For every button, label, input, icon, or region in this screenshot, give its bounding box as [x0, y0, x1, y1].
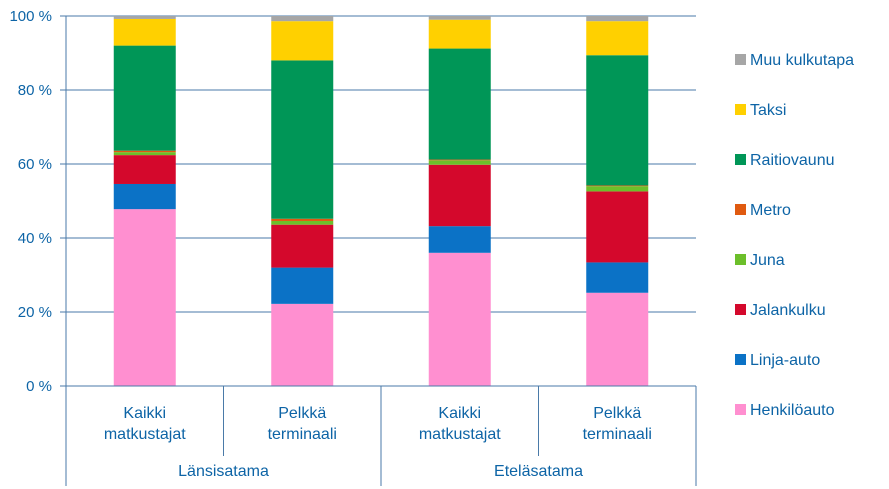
bar-segment — [428, 16, 491, 20]
bar-segment — [586, 292, 649, 386]
bar-segment — [271, 267, 334, 304]
legend-label: Taksi — [750, 102, 786, 119]
legend-swatch — [735, 54, 746, 65]
bar-segment — [586, 16, 649, 22]
y-tick-label: 40 % — [18, 230, 52, 247]
bar-segment — [113, 150, 176, 153]
x-category-label: matkustajat — [104, 426, 186, 443]
y-tick-label: 60 % — [18, 156, 52, 173]
y-tick-label: 20 % — [18, 304, 52, 321]
x-axis-categories: Kaikki matkustajat Pelkkä terminaali Kaikki m… — [104, 405, 652, 480]
bar-segment — [113, 155, 176, 184]
bar-segment — [113, 18, 176, 46]
bar-segment — [271, 21, 334, 61]
bar-segment — [271, 16, 334, 22]
axes — [65, 16, 697, 486]
legend-label: Juna — [750, 252, 785, 269]
legend-label: Metro — [750, 202, 791, 219]
bar-segment — [586, 185, 649, 187]
y-tick-label: 0 % — [26, 378, 52, 395]
bars — [113, 16, 649, 386]
legend-swatch — [735, 404, 746, 415]
x-category-label: Pelkkä — [278, 405, 326, 422]
legend-label: Muu kulkutapa — [750, 52, 854, 69]
bar-segment — [271, 218, 334, 221]
bar-segment — [428, 159, 491, 161]
bar-segment — [586, 55, 649, 186]
bar-segment — [586, 191, 649, 263]
bar-segment — [428, 48, 491, 160]
x-category-label: Kaikki — [438, 405, 481, 422]
x-group-label: Eteläsatama — [494, 463, 583, 480]
bar-segment — [271, 303, 334, 386]
bar-segment — [586, 21, 649, 56]
bar-segment — [271, 220, 334, 225]
bar-segment — [428, 160, 491, 165]
bar-segment — [428, 164, 491, 227]
legend-label: Jalankulku — [750, 302, 826, 319]
y-tick-label: 80 % — [18, 82, 52, 99]
bar-segment — [113, 209, 176, 386]
legend-label: Raitiovaunu — [750, 152, 835, 169]
legend-label: Henkilöauto — [750, 402, 835, 419]
bar-segment — [113, 45, 176, 151]
x-category-label: Kaikki — [123, 405, 166, 422]
bar-segment — [586, 262, 649, 293]
y-axis-ticks: 0 % 20 % 40 % 60 % 80 % 100 % — [9, 8, 66, 395]
bar-segment — [586, 186, 649, 192]
legend-swatch — [735, 204, 746, 215]
x-category-label: terminaali — [268, 426, 337, 443]
x-category-label: Pelkkä — [593, 405, 641, 422]
y-tick-label: 100 % — [9, 8, 52, 25]
x-category-label: matkustajat — [419, 426, 501, 443]
x-category-label: terminaali — [583, 426, 652, 443]
legend-swatch — [735, 104, 746, 115]
bar-segment — [271, 224, 334, 268]
legend-swatch — [735, 154, 746, 165]
legend-label: Linja-auto — [750, 352, 820, 369]
bar-segment — [428, 252, 491, 386]
bar-segment — [113, 152, 176, 156]
bar-segment — [428, 19, 491, 49]
x-group-label: Länsisatama — [178, 463, 269, 480]
bar-segment — [113, 183, 176, 210]
bar-segment — [428, 226, 491, 253]
legend-swatch — [735, 304, 746, 315]
legend-swatch — [735, 354, 746, 365]
bar-segment — [113, 16, 176, 19]
legend-swatch — [735, 254, 746, 265]
legend: Muu kulkutapa Taksi Raitiovaunu Metro Juna Ja… — [735, 52, 854, 419]
bar-segment — [271, 60, 334, 219]
